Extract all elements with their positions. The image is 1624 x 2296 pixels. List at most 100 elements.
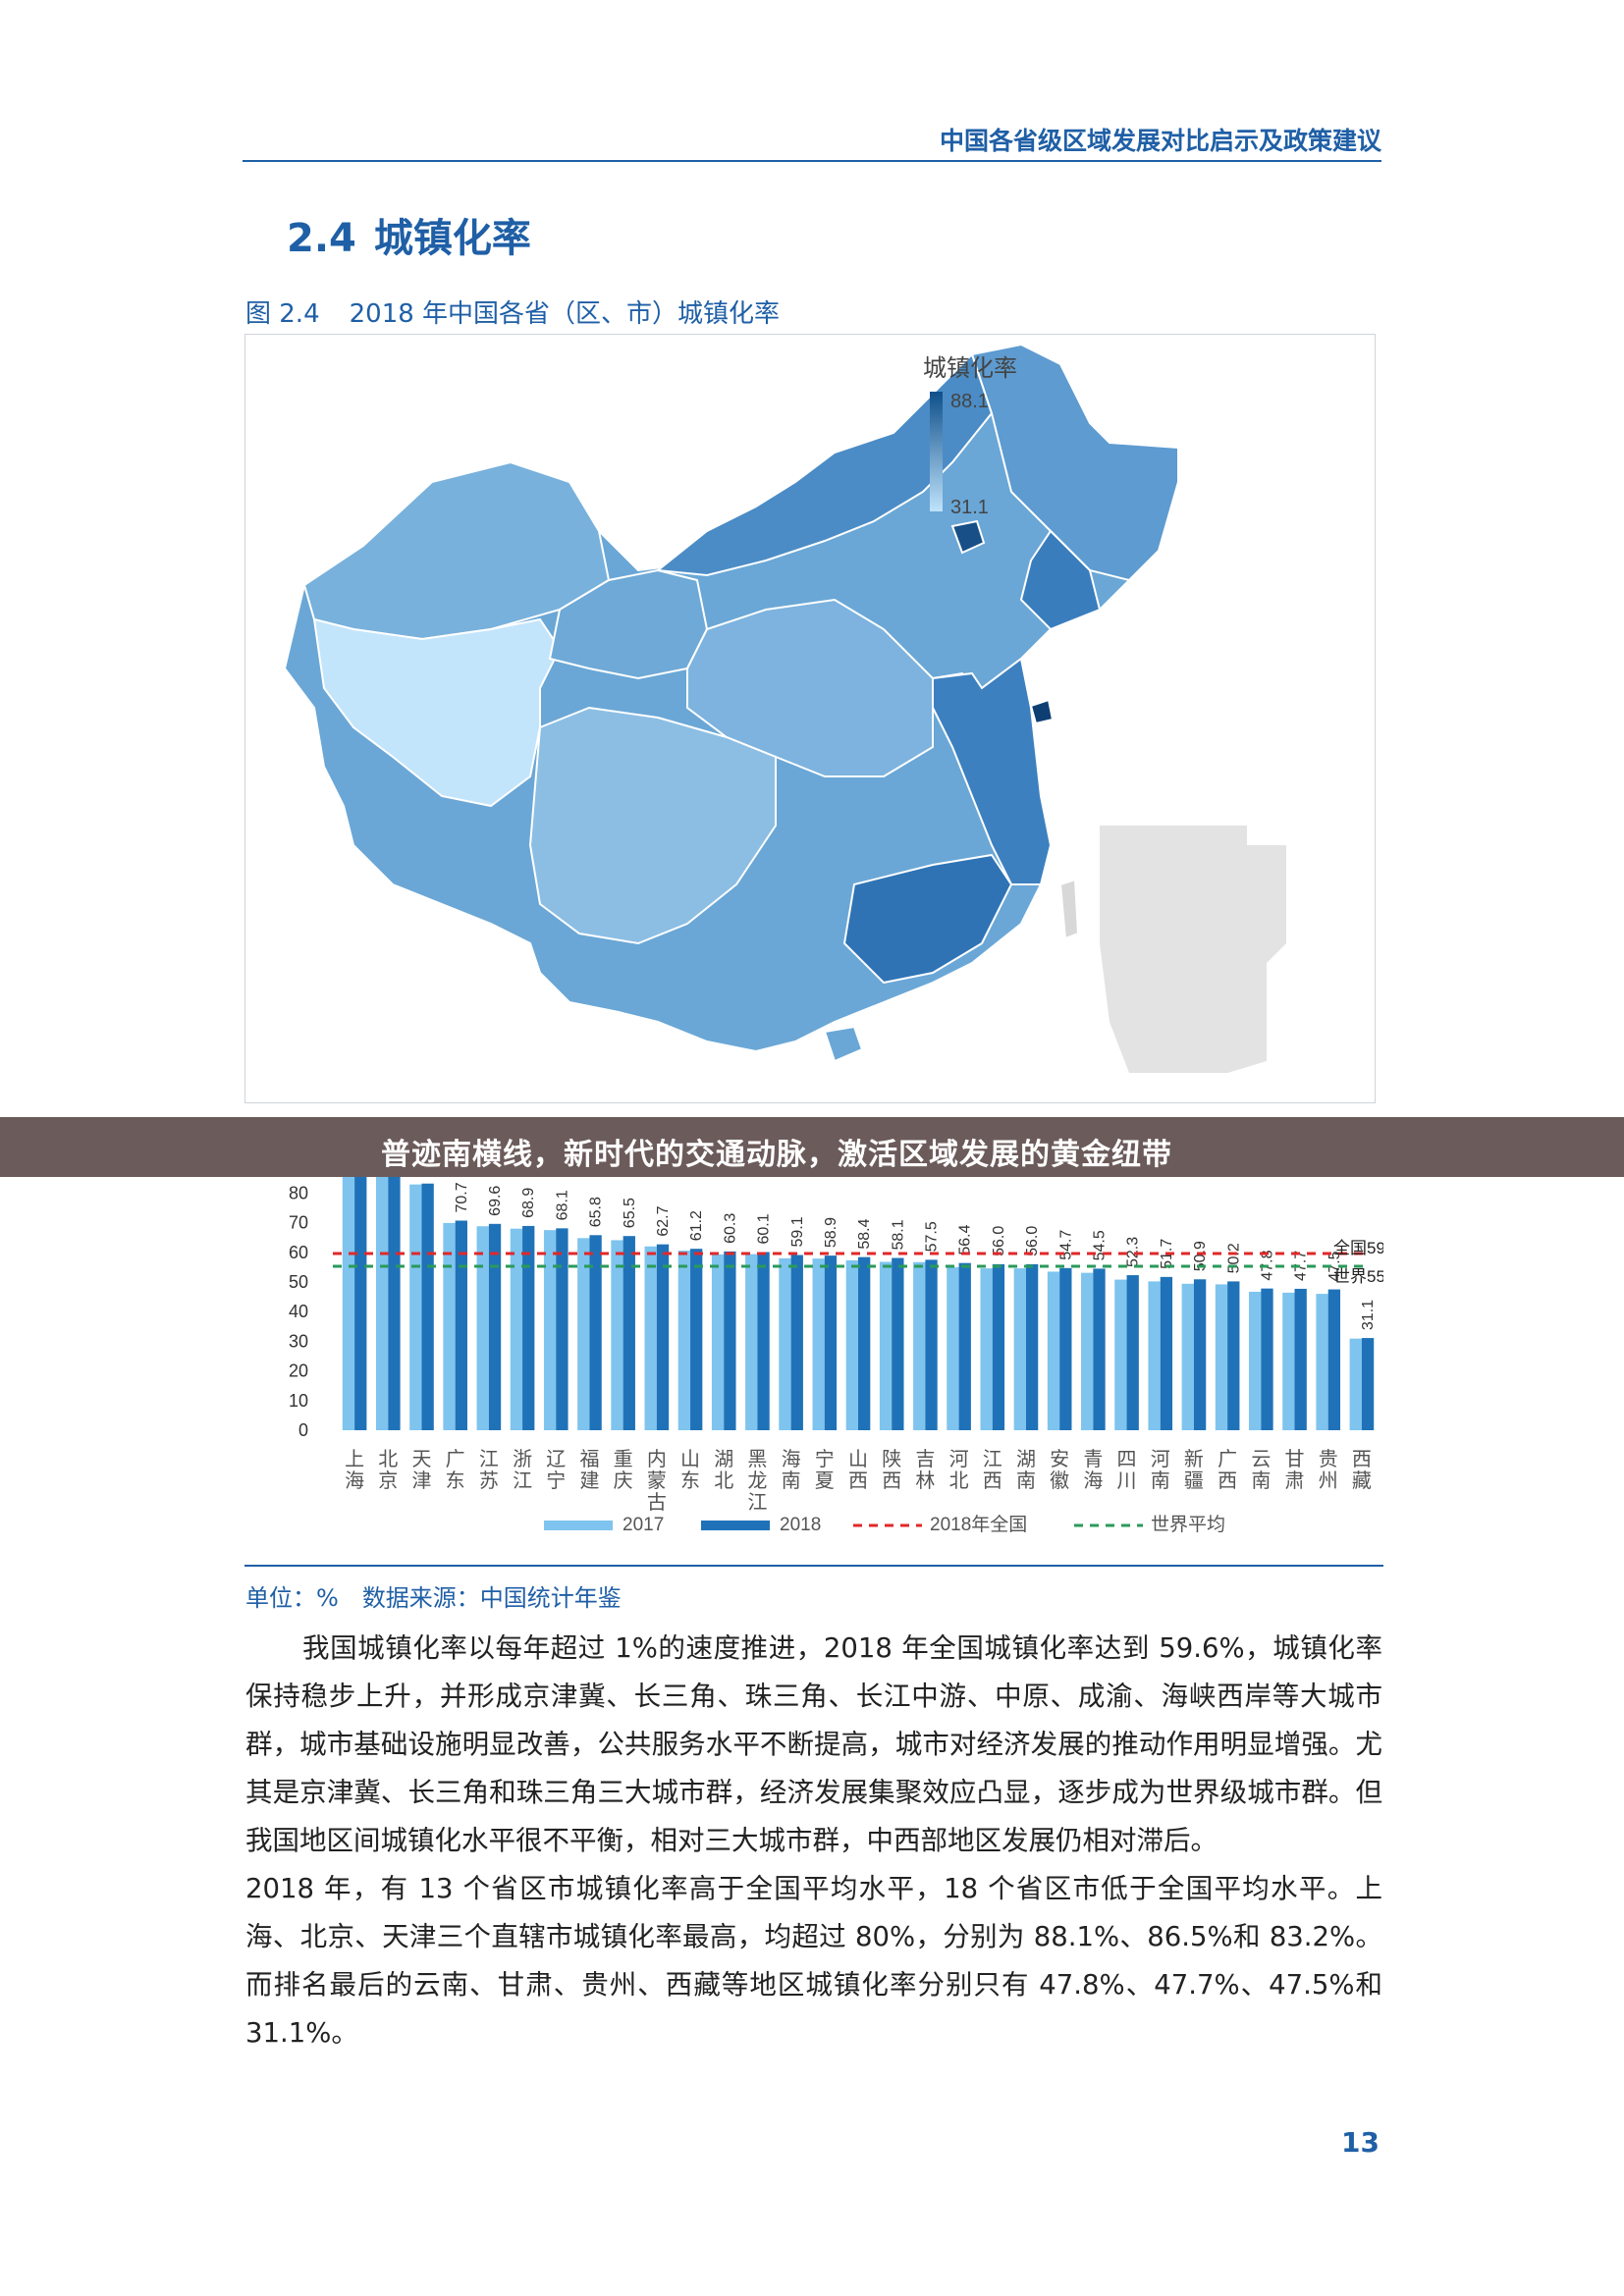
running-header: 中国各省级区域发展对比启示及政策建议: [939, 127, 1381, 155]
bar-data-label: 56.0: [1024, 1226, 1041, 1256]
x-tick-label-char: 甘: [1285, 1448, 1305, 1470]
bar-2018: [354, 1168, 367, 1430]
x-tick-label-char: 宁: [815, 1448, 835, 1470]
x-tick-label-char: 北: [378, 1448, 398, 1470]
legend-swatch-2017: [544, 1521, 613, 1530]
bar-2017: [745, 1254, 758, 1430]
bar-data-label: 47.5: [1326, 1251, 1343, 1281]
x-tick-label-char: 四: [1117, 1449, 1137, 1470]
bar-2017: [1013, 1268, 1026, 1430]
bar-2017: [779, 1257, 791, 1430]
bar-2017: [375, 1173, 389, 1430]
bar-2018: [556, 1228, 568, 1430]
bar-2017: [476, 1226, 489, 1430]
bar-2018: [790, 1255, 803, 1430]
x-tick-label-char: 南: [1016, 1469, 1036, 1492]
map-region-northeast: [970, 343, 1179, 582]
bar-data-label: 69.6: [487, 1186, 504, 1216]
map-inset: [1100, 826, 1286, 1073]
bar-2017: [812, 1258, 825, 1430]
x-tick-label-char: 河: [1151, 1448, 1170, 1470]
x-tick-label-char: 东: [680, 1469, 700, 1492]
bar-data-label: 60.3: [722, 1213, 738, 1244]
figure-caption-text: 2018 年中国各省（区、市）城镇化率: [349, 299, 781, 329]
bar-chart-svg: 010203040506070809010088.1上海北京天津70.7广东69…: [279, 1124, 1399, 1535]
body-paragraph-2: 2018 年，有 13 个省区市城镇化率高于全国平均水平，18 个省区市低于全国…: [245, 1873, 1382, 2049]
y-tick-label: 40: [289, 1302, 308, 1321]
bar-2017: [611, 1240, 623, 1430]
x-tick-label-char: 广: [446, 1448, 465, 1470]
map-legend-min: 31.1: [950, 497, 989, 518]
x-tick-label-char: 京: [378, 1469, 398, 1492]
map-region-east-coast: [932, 657, 1053, 885]
bar-2017: [845, 1259, 858, 1430]
reference-line-label: 全国59.6: [1333, 1239, 1383, 1257]
x-tick-label-char: 南: [782, 1469, 801, 1492]
bar-2017: [543, 1230, 557, 1430]
china-map-graphic: 城镇化率 88.1 31.1: [283, 343, 1286, 1073]
bar-data-label: 31.1: [1360, 1300, 1377, 1330]
bar-data-label: 47.7: [1293, 1251, 1310, 1281]
y-tick-label: 50: [289, 1272, 308, 1292]
bar-data-label: 50.2: [1225, 1243, 1242, 1273]
x-tick-label-char: 江: [747, 1491, 767, 1514]
x-tick-label-char: 林: [915, 1469, 935, 1492]
map-legend-title: 城镇化率: [923, 355, 1017, 382]
bar-2018: [488, 1223, 502, 1430]
bar-2017: [677, 1250, 691, 1430]
bar-2018: [892, 1257, 904, 1430]
x-tick-label-char: 宁: [546, 1469, 566, 1492]
bar-2018: [757, 1252, 770, 1430]
x-tick-label-char: 海: [782, 1448, 801, 1470]
x-tick-label-char: 东: [446, 1469, 465, 1492]
x-tick-label-char: 安: [1050, 1448, 1069, 1470]
x-tick-label-char: 西: [1352, 1449, 1372, 1470]
x-tick-label-char: 苏: [479, 1469, 499, 1492]
reference-line-label: 世界55.3: [1333, 1267, 1383, 1286]
x-tick-label-char: 南: [1251, 1469, 1271, 1492]
section-title: 2.4 城镇化率: [287, 206, 531, 263]
x-tick-label-char: 上: [345, 1448, 364, 1470]
figure-caption: 图 2.4 2018 年中国各省（区、市）城镇化率: [245, 294, 780, 330]
bar-2017: [1148, 1281, 1161, 1430]
x-tick-label-char: 重: [614, 1448, 633, 1470]
map-region-hainan: [823, 1025, 864, 1063]
x-tick-label-char: 浙: [513, 1448, 532, 1470]
section-number: 2.4: [287, 216, 356, 261]
x-tick-label-char: 青: [1083, 1448, 1103, 1470]
legend-label-2017: 2017: [623, 1515, 664, 1535]
x-tick-label-char: 海: [1083, 1469, 1103, 1492]
x-tick-label-char: 天: [411, 1449, 431, 1470]
bar-2018: [421, 1183, 434, 1430]
bar-data-label: 56.4: [957, 1224, 974, 1255]
bar-2018: [958, 1262, 971, 1430]
legend-label-2018: 2018: [780, 1515, 821, 1535]
bar-2017: [913, 1261, 926, 1430]
bar-2017: [1282, 1292, 1295, 1430]
x-tick-label-char: 贵: [1319, 1448, 1338, 1470]
x-tick-label-char: 建: [579, 1469, 599, 1492]
bar-2017: [879, 1261, 893, 1430]
figure-number: 图 2.4: [245, 299, 320, 329]
bar-data-label: 68.1: [554, 1190, 570, 1220]
bar-2018: [589, 1235, 602, 1430]
bar-2017: [1114, 1279, 1127, 1430]
y-tick-label: 30: [289, 1331, 308, 1351]
china-urbanization-map: 城镇化率 88.1 31.1: [244, 334, 1376, 1103]
x-tick-label-char: 海: [345, 1469, 364, 1492]
bar-2018: [623, 1236, 635, 1430]
map-region-guangdong: [842, 853, 1013, 985]
overlay-banner: [0, 1117, 1624, 1177]
source-note: 单位：% 数据来源：中国统计年鉴: [245, 1578, 622, 1613]
bar-data-label: 52.3: [1125, 1237, 1142, 1267]
x-tick-label-char: 湖: [714, 1448, 733, 1470]
x-tick-label-char: 江: [983, 1448, 1002, 1470]
x-tick-label-char: 疆: [1184, 1470, 1204, 1492]
x-tick-label-char: 西: [983, 1470, 1002, 1492]
bar-2017: [1215, 1284, 1228, 1430]
x-tick-label-char: 吉: [915, 1448, 935, 1470]
bar-data-label: 62.7: [655, 1205, 672, 1236]
bar-data-label: 68.9: [520, 1188, 537, 1218]
x-tick-label-char: 湖: [1016, 1448, 1036, 1470]
